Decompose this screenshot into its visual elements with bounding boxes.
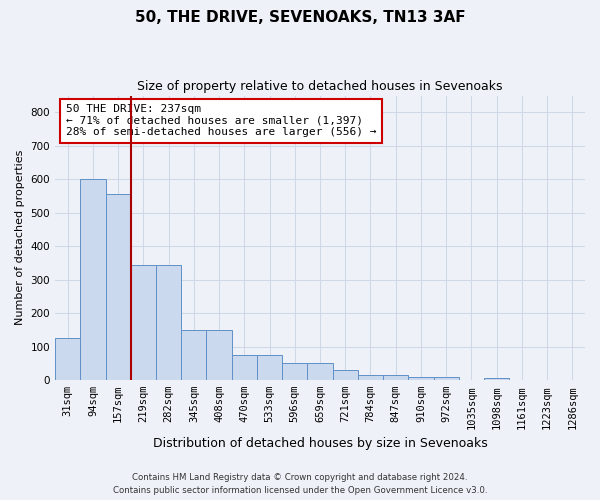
Bar (409, 376, 434, 380)
Bar (131, 264, 156, 380)
Bar (181, 330, 206, 380)
Bar (484, 378, 509, 380)
Bar (232, 355, 257, 380)
Bar (156, 264, 181, 380)
Bar (307, 364, 332, 380)
Bar (257, 355, 282, 380)
Bar (282, 364, 307, 380)
Text: 50, THE DRIVE, SEVENOAKS, TN13 3AF: 50, THE DRIVE, SEVENOAKS, TN13 3AF (134, 10, 466, 25)
Bar (332, 370, 358, 380)
Bar (55, 338, 80, 380)
Bar (206, 330, 232, 380)
Bar (106, 194, 131, 380)
Bar (80, 179, 106, 380)
Y-axis label: Number of detached properties: Number of detached properties (15, 150, 25, 326)
X-axis label: Distribution of detached houses by size in Sevenoaks: Distribution of detached houses by size … (152, 437, 487, 450)
Title: Size of property relative to detached houses in Sevenoaks: Size of property relative to detached ho… (137, 80, 503, 93)
Bar (358, 375, 383, 380)
Text: Contains HM Land Registry data © Crown copyright and database right 2024.
Contai: Contains HM Land Registry data © Crown c… (113, 474, 487, 495)
Text: 50 THE DRIVE: 237sqm
← 71% of detached houses are smaller (1,397)
28% of semi-de: 50 THE DRIVE: 237sqm ← 71% of detached h… (65, 104, 376, 138)
Bar (383, 375, 409, 380)
Bar (434, 376, 459, 380)
